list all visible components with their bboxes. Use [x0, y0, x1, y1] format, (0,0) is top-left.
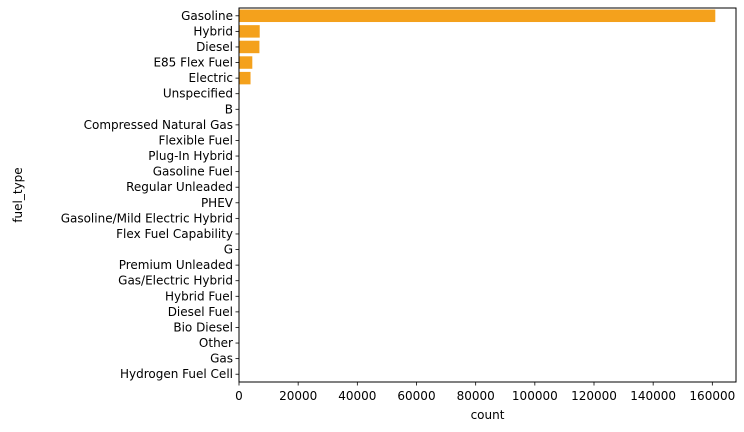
x-tick-label: 120000	[571, 389, 617, 403]
y-axis-label: fuel_type	[11, 167, 25, 222]
x-axis-label: count	[471, 408, 505, 422]
bar-3	[239, 56, 253, 69]
y-tick-label: Gasoline	[181, 9, 233, 23]
bar-4	[239, 71, 251, 85]
x-tick-label: 140000	[630, 389, 676, 403]
y-tick-label: G	[224, 243, 233, 257]
y-tick-label: Gas	[210, 352, 233, 366]
y-tick-label: Hybrid Fuel	[165, 289, 233, 303]
y-tick-label: Hybrid	[193, 24, 233, 38]
x-tick-label: 0	[235, 389, 243, 403]
bar-2	[239, 40, 260, 54]
y-tick-label: Diesel Fuel	[168, 305, 233, 319]
x-tick-label: 100000	[512, 389, 558, 403]
y-tick-label: Compressed Natural Gas	[84, 118, 233, 132]
y-tick-label: Gasoline/Mild Electric Hybrid	[61, 211, 233, 225]
y-tick-label: B	[225, 102, 233, 116]
y-tick-label: Hydrogen Fuel Cell	[120, 367, 233, 381]
y-tick-label: Unspecified	[163, 87, 233, 101]
x-tick-label: 40000	[338, 389, 376, 403]
x-tick-label: 20000	[279, 389, 317, 403]
plot-frame	[238, 7, 737, 383]
bar-1	[239, 25, 260, 38]
x-tick-label: 160000	[689, 389, 735, 403]
y-tick-label: Bio Diesel	[173, 320, 233, 334]
x-tick-label: 80000	[457, 389, 495, 403]
x-tick-label: 60000	[397, 389, 435, 403]
y-tick-label: Gas/Electric Hybrid	[118, 274, 233, 288]
y-tick-label: Other	[199, 336, 233, 350]
y-tick-label: Flex Fuel Capability	[116, 227, 233, 241]
x-ticks-group: 0 20000 40000 60000 80000 100000 120000 140000 1…	[235, 382, 735, 403]
y-tick-label: PHEV	[201, 196, 234, 210]
y-tick-label: Diesel	[196, 40, 233, 54]
y-tick-label: Plug-In Hybrid	[148, 149, 233, 163]
y-tick-label: E85 Flex Fuel	[153, 56, 233, 70]
y-tick-label: Premium Unleaded	[119, 258, 233, 272]
y-tick-label: Regular Unleaded	[126, 180, 233, 194]
y-tick-label: Flexible Fuel	[158, 133, 233, 147]
y-tick-label: Electric	[189, 71, 233, 85]
bar-0	[239, 9, 716, 23]
bars-group	[239, 9, 716, 381]
y-tick-label: Gasoline Fuel	[153, 165, 233, 179]
